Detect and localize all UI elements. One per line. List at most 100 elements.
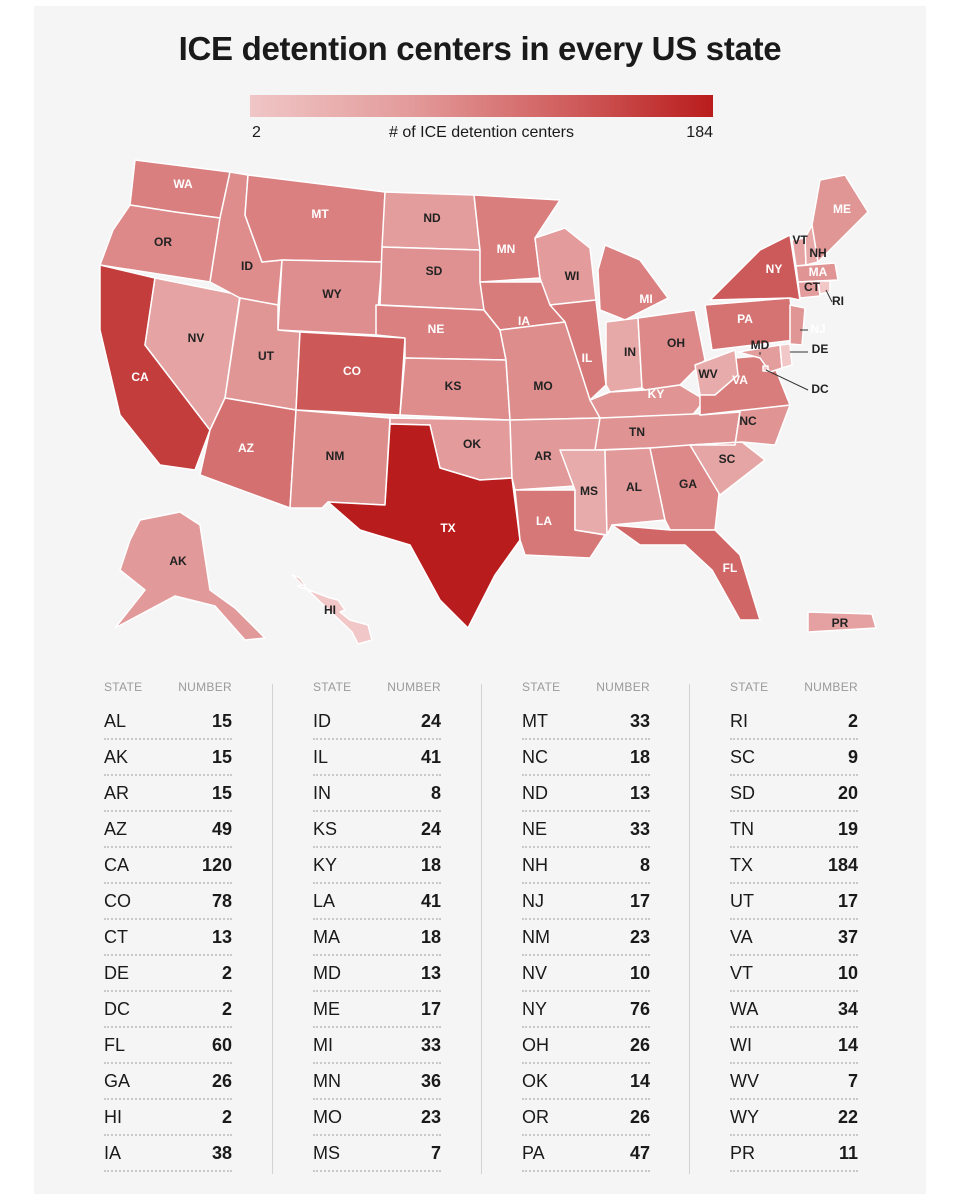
center-count: 34 [837, 998, 858, 1019]
table-row: NE 33 [522, 812, 650, 848]
leader-line-dc [765, 369, 809, 391]
center-count: 33 [420, 1034, 441, 1055]
state-label-hi: HI [324, 603, 336, 617]
center-count: 36 [420, 1070, 441, 1091]
state-code: MO [313, 1106, 342, 1127]
center-count: 22 [837, 1106, 858, 1127]
table-row: MN 36 [313, 1064, 441, 1100]
state-sd [379, 246, 485, 311]
state-label-sd: SD [426, 264, 443, 278]
table-row: CO 78 [104, 884, 232, 920]
state-label-wi: WI [565, 269, 580, 283]
state-label-ut: UT [258, 349, 275, 363]
state-label-pr: PR [832, 616, 849, 630]
table-header: STATE NUMBER [522, 680, 650, 704]
table-header: STATE NUMBER [104, 680, 232, 704]
center-count: 23 [629, 926, 650, 947]
center-count: 10 [837, 962, 858, 983]
state-label-ar: AR [534, 449, 552, 463]
center-count: 60 [211, 1034, 232, 1055]
table-row: AL 15 [104, 704, 232, 740]
state-code: WY [730, 1106, 759, 1127]
table-row: MO 23 [313, 1100, 441, 1136]
table-row: VT 10 [730, 956, 858, 992]
table-row: WV 7 [730, 1064, 858, 1100]
center-count: 18 [629, 746, 650, 767]
table-row: ID 24 [313, 704, 441, 740]
table-row: NH 8 [522, 848, 650, 884]
state-code: AR [104, 782, 130, 803]
center-count: 2 [221, 962, 232, 983]
state-label-oh: OH [667, 336, 685, 350]
center-count: 26 [629, 1034, 650, 1055]
state-code: WA [730, 998, 759, 1019]
state-label-ga: GA [679, 477, 697, 491]
table-row: RI 2 [730, 704, 858, 740]
table-row: OR 26 [522, 1100, 650, 1136]
state-label-mn: MN [497, 242, 516, 256]
state-code: FL [104, 1034, 126, 1055]
state-label-dc: DC [811, 382, 829, 396]
center-count: 7 [430, 1142, 441, 1163]
state-code: IA [104, 1142, 122, 1163]
table-row: KY 18 [313, 848, 441, 884]
state-code: VT [730, 962, 754, 983]
center-count: 26 [211, 1070, 232, 1091]
state-code: NM [522, 926, 550, 947]
table-row: TN 19 [730, 812, 858, 848]
center-count: 47 [629, 1142, 650, 1163]
state-label-or: OR [154, 235, 172, 249]
table-row: PR 11 [730, 1136, 858, 1172]
state-label-va: VA [732, 373, 748, 387]
state-code: IN [313, 782, 331, 803]
state-label-il: IL [582, 351, 593, 365]
state-ms [559, 449, 608, 536]
state-label-ma: MA [809, 265, 828, 279]
state-label-ms: MS [580, 484, 598, 498]
state-code: NJ [522, 890, 544, 911]
center-count: 9 [847, 746, 858, 767]
table-row: SC 9 [730, 740, 858, 776]
table-row: MI 33 [313, 1028, 441, 1064]
header-state: STATE [104, 680, 143, 694]
center-count: 17 [629, 890, 650, 911]
state-label-al: AL [626, 480, 642, 494]
center-count: 76 [629, 998, 650, 1019]
state-label-ca: CA [131, 370, 149, 384]
state-code: MI [313, 1034, 333, 1055]
state-table-column: STATE NUMBER ID 24 IL 41 IN 8 KS 24 KY 18 LA 41 MA 18 MD… [313, 680, 441, 1172]
center-count: 18 [420, 926, 441, 947]
state-label-mi: MI [639, 292, 652, 306]
center-count: 37 [837, 926, 858, 947]
center-count: 13 [211, 926, 232, 947]
state-label-pa: PA [737, 312, 753, 326]
state-code: PR [730, 1142, 756, 1163]
table-header: STATE NUMBER [313, 680, 441, 704]
table-row: NV 10 [522, 956, 650, 992]
table-row: DE 2 [104, 956, 232, 992]
state-code: OK [522, 1070, 549, 1091]
center-count: 26 [629, 1106, 650, 1127]
center-count: 18 [420, 854, 441, 875]
column-divider [689, 684, 690, 1174]
state-label-ky: KY [648, 387, 665, 401]
state-ct [797, 280, 821, 299]
state-label-la: LA [536, 514, 552, 528]
center-count: 19 [837, 818, 858, 839]
header-state: STATE [730, 680, 769, 694]
state-code: MN [313, 1070, 341, 1091]
table-row: CT 13 [104, 920, 232, 956]
center-count: 20 [837, 782, 858, 803]
center-count: 33 [629, 818, 650, 839]
state-il [549, 299, 607, 401]
state-label-ny: NY [766, 262, 783, 276]
table-row: NY 76 [522, 992, 650, 1028]
state-label-nj: NJ [810, 322, 825, 336]
state-code: KS [313, 818, 338, 839]
table-row: CA 120 [104, 848, 232, 884]
table-row: NM 23 [522, 920, 650, 956]
state-code: AK [104, 746, 129, 767]
state-label-mo: MO [533, 379, 552, 393]
table-row: KS 24 [313, 812, 441, 848]
center-count: 41 [420, 746, 441, 767]
